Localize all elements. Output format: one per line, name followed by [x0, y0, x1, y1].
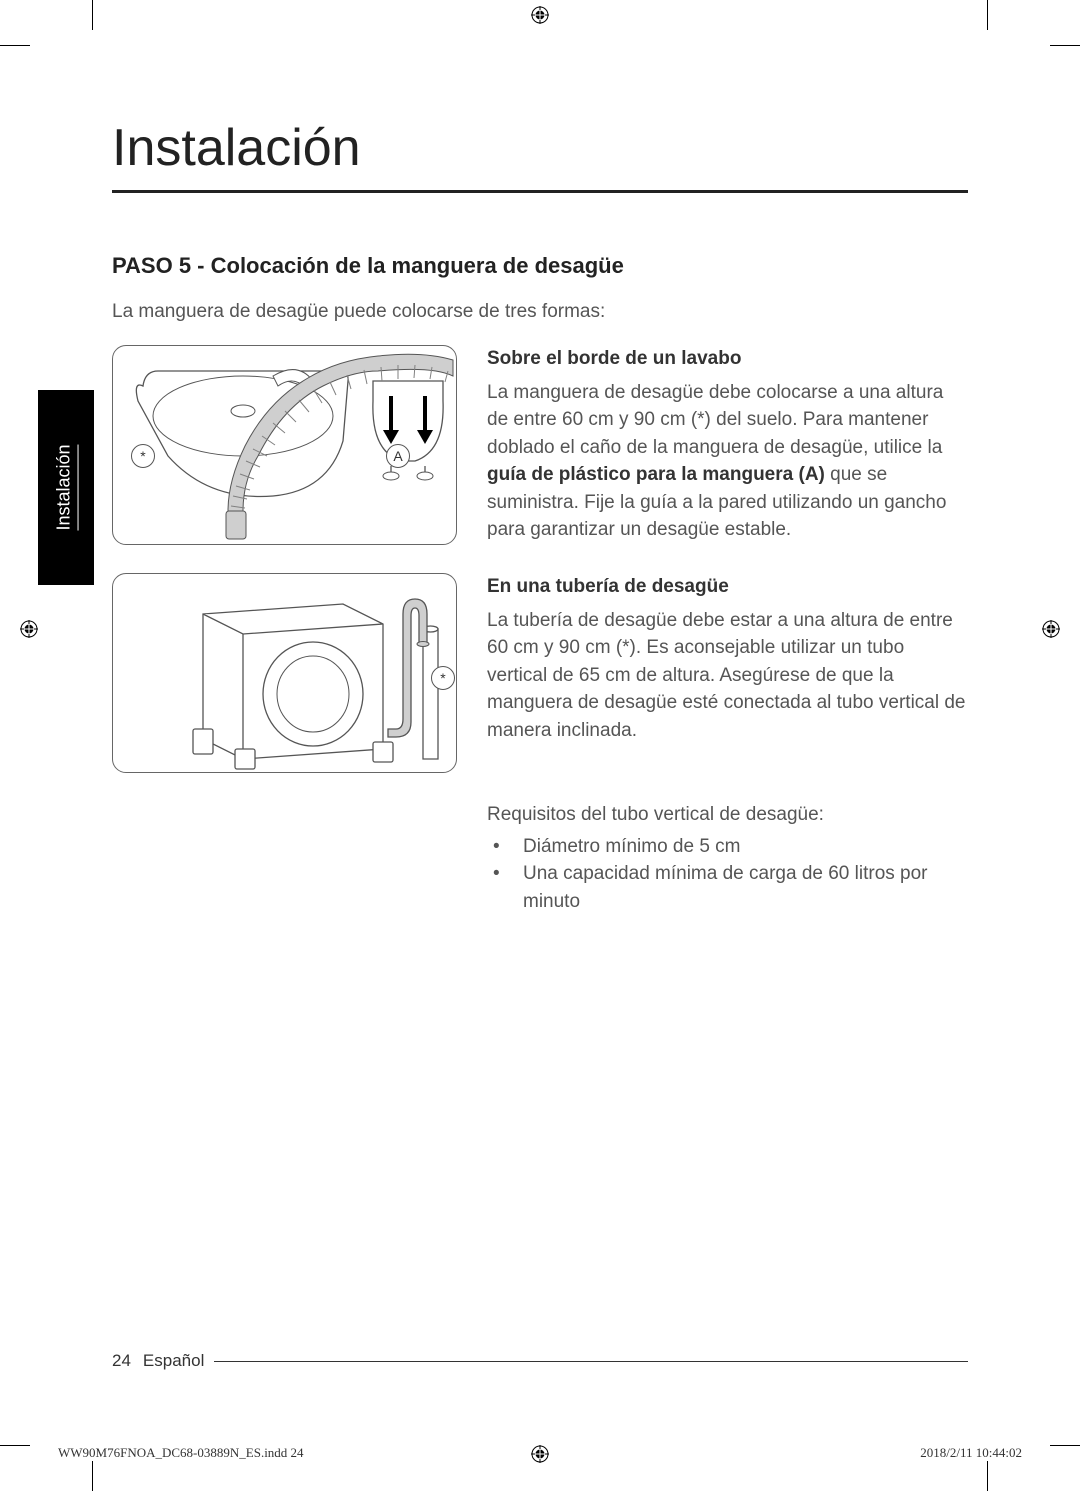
- section-pipe-heading: En una tubería de desagüe: [487, 573, 968, 601]
- page-number: 24: [112, 1351, 131, 1371]
- reg-mark-bottom: [531, 1445, 549, 1463]
- print-meta-file: WW90M76FNOA_DC68-03889N_ES.indd 24: [58, 1445, 304, 1461]
- crop-mark: [987, 1461, 988, 1491]
- side-tab-label: Instalación: [54, 444, 79, 530]
- crop-mark: [1050, 45, 1080, 46]
- page-language: Español: [143, 1351, 204, 1371]
- section-sink-body: La manguera de desagüe debe colocarse a …: [487, 379, 968, 544]
- illustration-sink: * A: [112, 345, 457, 545]
- crop-mark: [987, 0, 988, 30]
- section-pipe-text: En una tubería de desagüe La tubería de …: [487, 573, 968, 773]
- callout-star-2: *: [431, 666, 455, 690]
- page-footer: 24 Español: [112, 1351, 968, 1371]
- crop-mark: [0, 45, 30, 46]
- crop-mark: [92, 1461, 93, 1491]
- reg-mark-left: [20, 620, 38, 638]
- callout-a: A: [386, 444, 410, 468]
- reg-mark-top: [531, 6, 549, 24]
- print-meta-timestamp: 2018/2/11 10:44:02: [920, 1445, 1022, 1461]
- illustration-pipe: *: [112, 573, 457, 773]
- crop-mark: [92, 0, 93, 30]
- callout-star: *: [131, 444, 155, 468]
- req-item: Una capacidad mínima de carga de 60 litr…: [487, 860, 968, 915]
- reg-mark-right: [1042, 620, 1060, 638]
- crop-mark: [1050, 1445, 1080, 1446]
- section-sink-heading: Sobre el borde de un lavabo: [487, 345, 968, 373]
- intro-text: La manguera de desagüe puede colocarse d…: [112, 301, 968, 323]
- req-item: Diámetro mínimo de 5 cm: [487, 833, 968, 861]
- section-sink-text: Sobre el borde de un lavabo La manguera …: [487, 345, 968, 545]
- step-heading: PASO 5 - Colocación de la manguera de de…: [112, 253, 968, 279]
- section-pipe: * En una tubería de desagüe La tubería d…: [112, 573, 968, 773]
- page-title: Instalación: [112, 118, 968, 193]
- section-pipe-body: La tubería de desagüe debe estar a una a…: [487, 607, 968, 745]
- side-tab: Instalación: [38, 390, 94, 585]
- crop-mark: [0, 1445, 30, 1446]
- page-content: Instalación PASO 5 - Colocación de la ma…: [112, 118, 968, 1371]
- req-intro: Requisitos del tubo vertical de desagüe:: [487, 801, 968, 829]
- standpipe-requirements: Requisitos del tubo vertical de desagüe:…: [487, 801, 968, 915]
- section-sink: * A Sobre el borde de un lavabo La mangu…: [112, 345, 968, 545]
- footer-rule: [214, 1361, 968, 1362]
